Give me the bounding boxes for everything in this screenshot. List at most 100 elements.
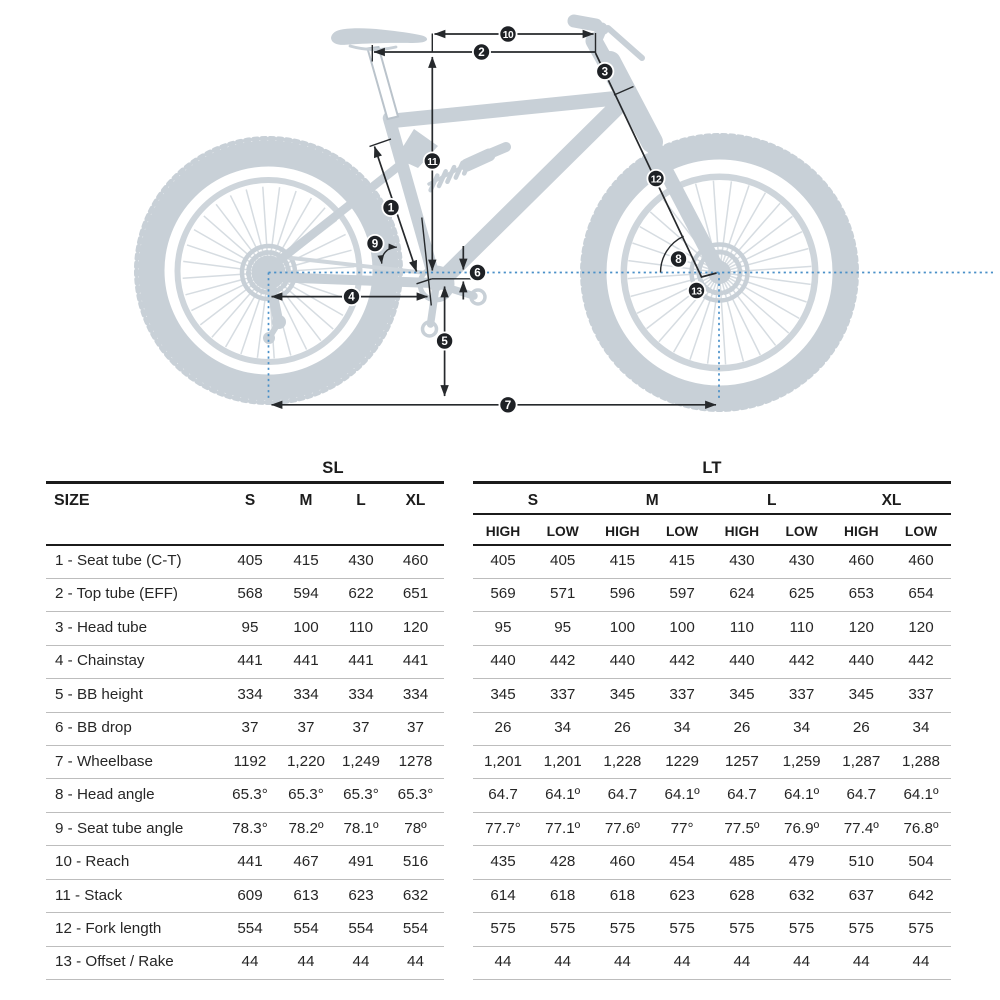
- bike-silhouette: [134, 14, 859, 412]
- lt-cell: 435: [490, 853, 516, 871]
- right-rule-top: [473, 481, 951, 484]
- sl-cell: 65.3°: [288, 786, 324, 804]
- lt-cell: 44: [733, 953, 751, 971]
- sl-cell: 613: [293, 886, 319, 904]
- sl-cell: 334: [348, 685, 374, 703]
- sl-cell: 1192: [233, 752, 267, 770]
- shock-coil: [453, 160, 465, 180]
- marker-circle: [498, 395, 518, 415]
- row-label: 3 - Head tube: [55, 618, 148, 636]
- lt-cell: 460: [848, 552, 874, 569]
- row-separator: [46, 912, 444, 914]
- lt-cell: 1,201: [483, 752, 522, 770]
- spoke: [271, 190, 297, 263]
- sl-cell: 554: [293, 919, 319, 937]
- marker-circle: [435, 331, 455, 351]
- derailleur-body: [266, 281, 283, 325]
- marker-number: 10: [503, 30, 514, 41]
- spoke: [224, 281, 264, 348]
- spoke: [269, 187, 281, 262]
- lt-cell: 575: [848, 919, 874, 937]
- lt-cell: 26: [733, 719, 751, 737]
- spoke: [229, 195, 265, 263]
- sl-cell: 100: [293, 618, 319, 636]
- row-label: 7 - Wheelbase: [55, 752, 153, 770]
- lt-cell: 64.7: [488, 786, 518, 804]
- lt-cell: 430: [788, 552, 815, 569]
- lt-cell: 596: [609, 585, 636, 603]
- spoke: [712, 180, 720, 262]
- steering-axis-line: [594, 52, 717, 279]
- marker-circle: [595, 61, 615, 81]
- lt-cell: 440: [490, 652, 516, 670]
- row-separator: [46, 845, 444, 847]
- marker-number: 13: [691, 287, 702, 298]
- sl-cell: 460: [402, 552, 429, 569]
- sl-cell: 334: [237, 685, 263, 703]
- spoke: [256, 283, 268, 358]
- spoke: [183, 260, 258, 272]
- left-col-m: M: [299, 492, 313, 509]
- right-rule-mid: [473, 512, 951, 515]
- diagram-marker-8: 8: [669, 249, 689, 269]
- lt-cell: 571: [550, 585, 576, 603]
- sl-cell: 334: [293, 685, 319, 703]
- row-separator: [473, 811, 951, 813]
- sl-cell: 441: [402, 652, 429, 670]
- brake-lever: [605, 25, 645, 61]
- lt-cell: 34: [554, 719, 572, 737]
- spoke: [728, 277, 800, 320]
- saddle: [331, 28, 428, 45]
- lt-cell: 77.5º: [724, 819, 760, 837]
- marker-number: 11: [427, 157, 438, 168]
- lt-cell: 110: [789, 618, 814, 636]
- row-separator: [473, 778, 951, 780]
- lt-cell: 77°: [670, 819, 694, 837]
- sl-cell: 44: [407, 953, 424, 971]
- spoke: [262, 186, 269, 262]
- derailleur-cage: [266, 319, 282, 341]
- marker-circle: [365, 233, 385, 253]
- row-label: 5 - BB height: [55, 685, 143, 703]
- sub-col-6: HIGH: [844, 524, 879, 539]
- shock-coil: [436, 169, 448, 189]
- lt-cell: 653: [848, 585, 874, 603]
- lt-cell: 100: [609, 618, 636, 636]
- spoke: [726, 202, 781, 265]
- row-label: 9 - Seat tube angle: [55, 819, 184, 837]
- spoke: [211, 280, 262, 338]
- right-col-xl: XL: [881, 492, 902, 509]
- row-separator: [473, 845, 951, 847]
- row-separator: [46, 577, 444, 579]
- sl-cell: 467: [293, 853, 319, 871]
- marker-circle: [646, 168, 666, 188]
- spoke: [730, 273, 811, 286]
- spoke: [649, 211, 712, 266]
- sl-cell: 1,220: [286, 752, 325, 770]
- sl-cell: 334: [402, 685, 429, 703]
- head-angle-arc: [659, 235, 684, 273]
- diagram-marker-7: 7: [498, 395, 518, 415]
- fork: [599, 51, 725, 275]
- sl-cell: 1,249: [341, 752, 380, 770]
- lt-cell: 1,288: [901, 752, 940, 770]
- lt-cell: 44: [852, 953, 870, 971]
- sl-cell: 415: [293, 552, 319, 569]
- marker-circle: [422, 151, 442, 171]
- down-tube: [432, 93, 631, 290]
- lt-cell: 442: [669, 652, 695, 670]
- row-label: 1 - Seat tube (C-T): [55, 552, 182, 569]
- lt-cell: 618: [609, 886, 636, 904]
- lt-cell: 1,201: [543, 752, 582, 770]
- spoke: [729, 247, 809, 271]
- marker-number: 12: [651, 175, 662, 186]
- lt-cell: 100: [669, 618, 695, 636]
- spoke: [191, 276, 259, 312]
- lt-cell: 337: [669, 685, 695, 703]
- diagram-marker-6: 6: [467, 262, 487, 282]
- spoke: [719, 283, 727, 365]
- spoke: [727, 215, 793, 267]
- pedal-left: [420, 320, 439, 338]
